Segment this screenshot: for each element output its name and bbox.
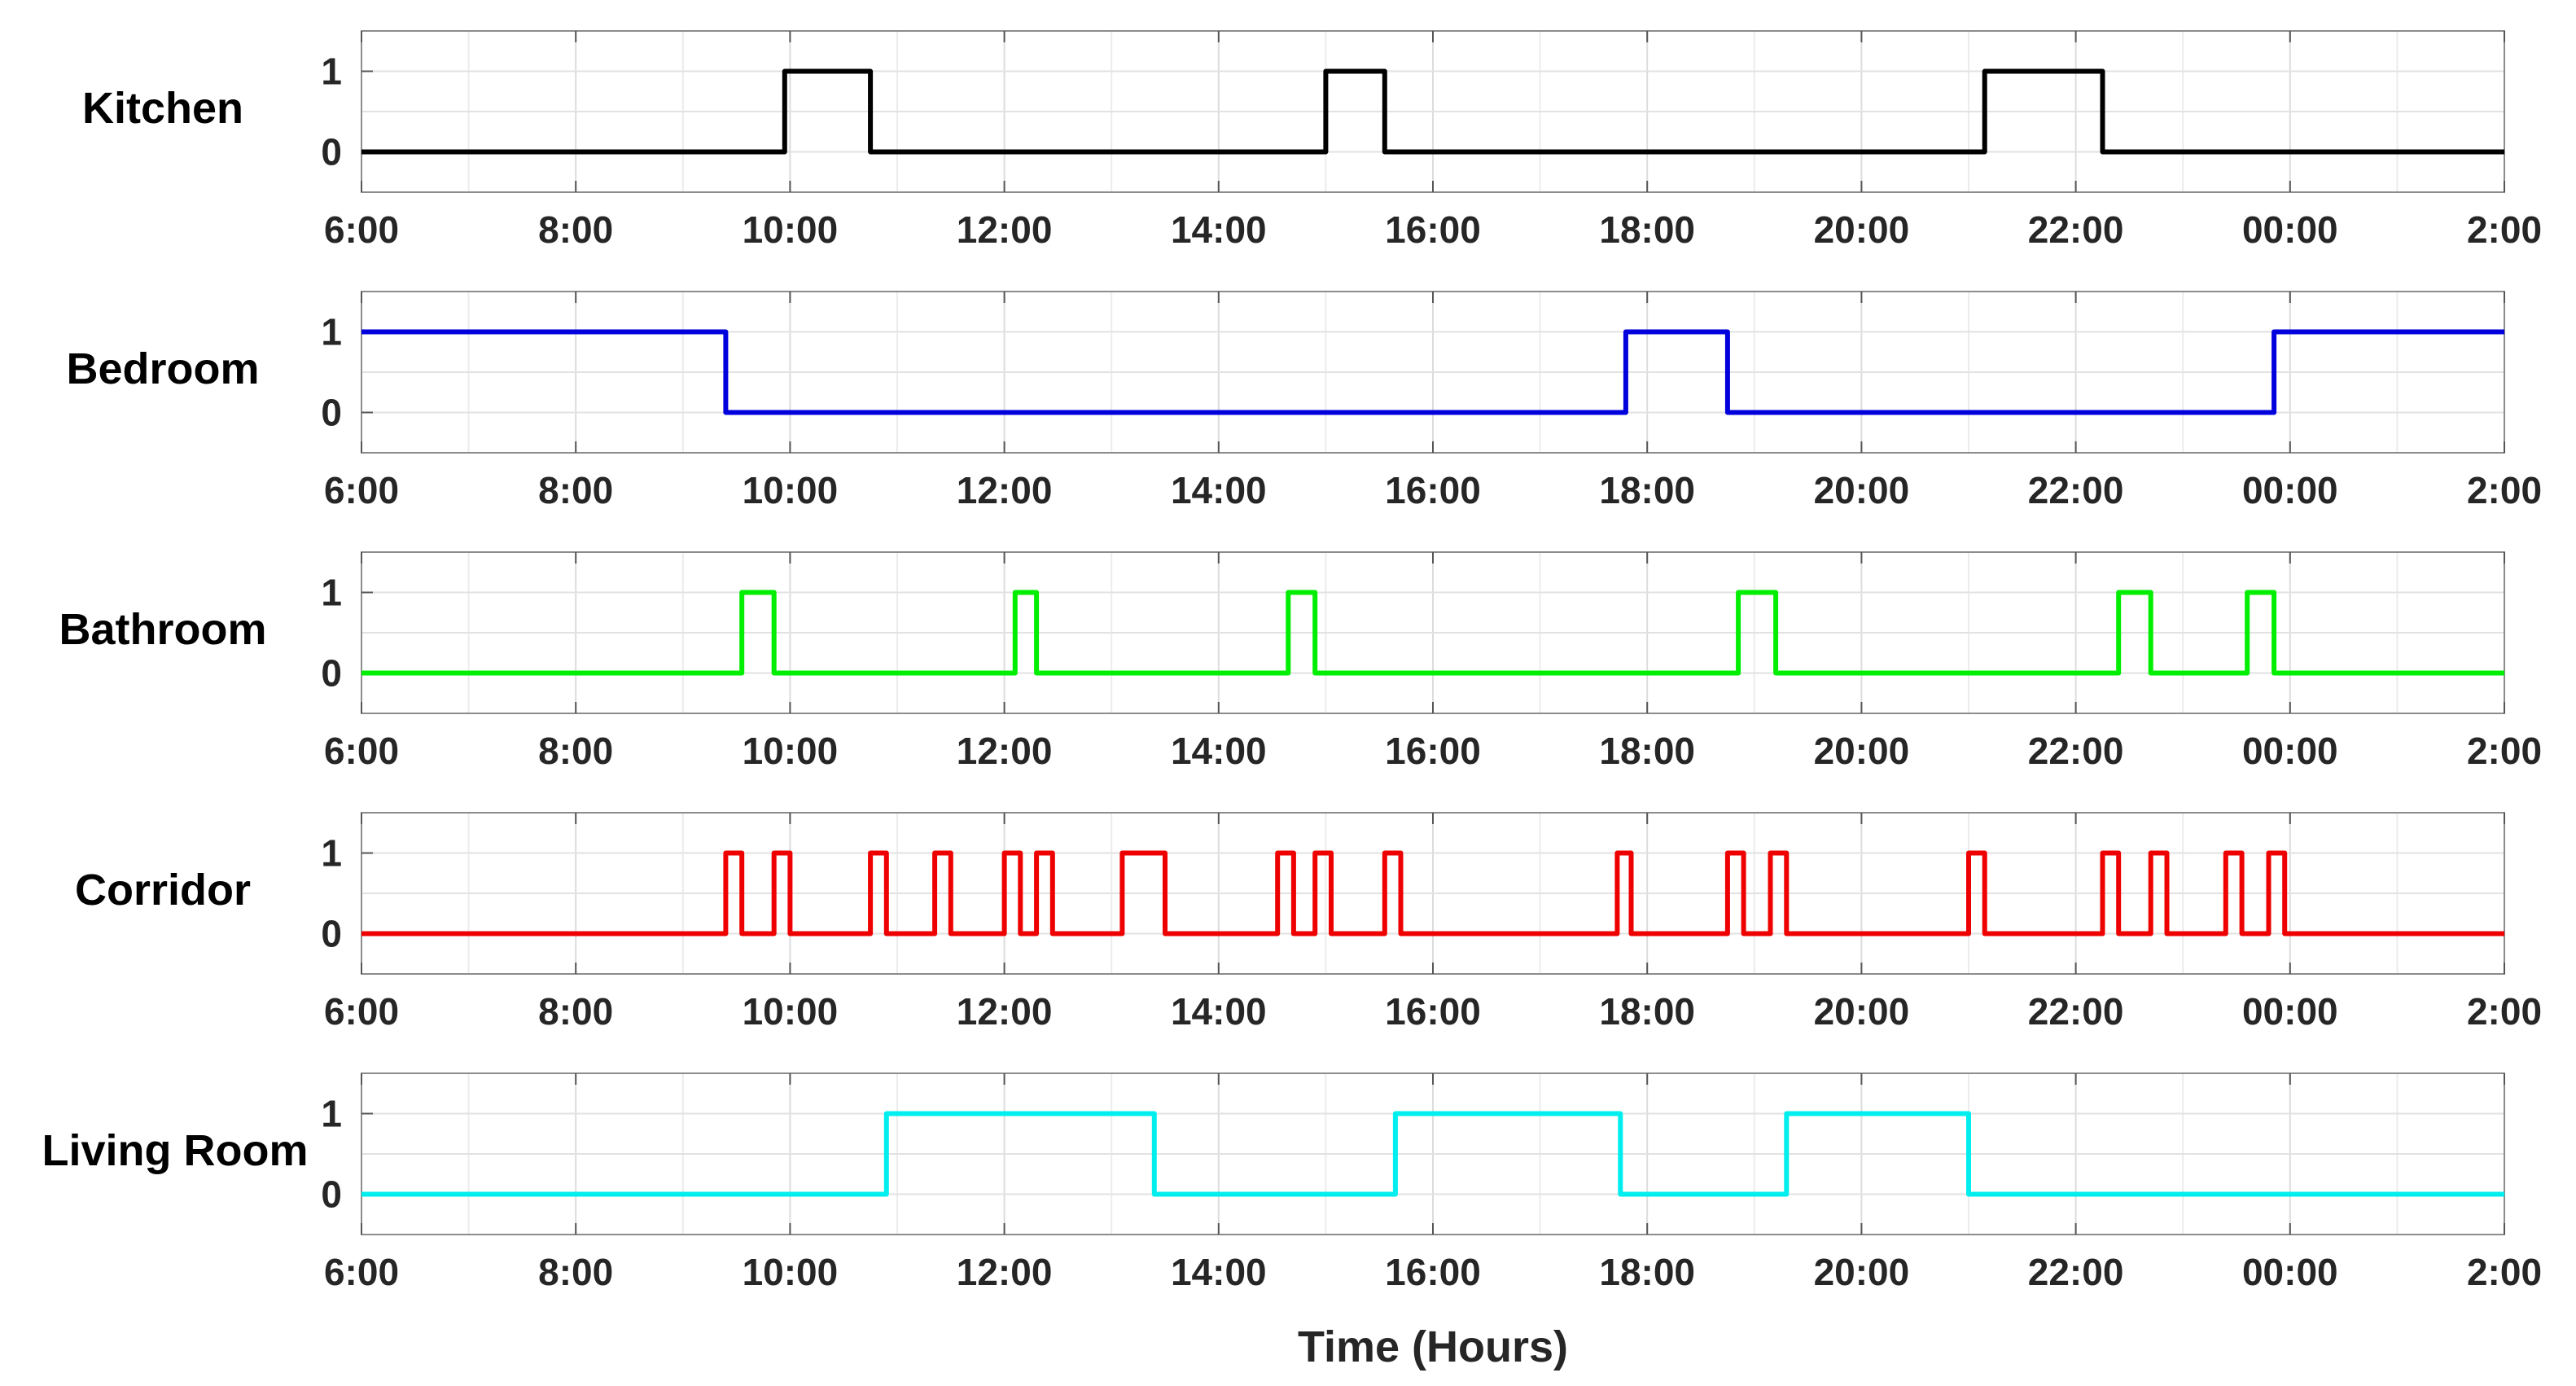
x-tick-label: 18:00 <box>1599 469 1695 511</box>
series-line-bathroom <box>361 590 2504 676</box>
x-tick-label: 18:00 <box>1599 990 1695 1033</box>
room-label-living-room: Living Room <box>42 1126 309 1175</box>
x-tick-label: 12:00 <box>957 469 1053 511</box>
x-tick-label: 14:00 <box>1171 208 1267 251</box>
y-tick-label: 0 <box>321 1173 342 1216</box>
y-tick-label: 0 <box>321 652 342 695</box>
x-tick-label: 6:00 <box>324 990 399 1033</box>
y-tick-label: 1 <box>321 50 342 93</box>
x-tick-label: 20:00 <box>1814 1251 1910 1293</box>
x-tick-label: 18:00 <box>1599 730 1695 772</box>
x-tick-label: 6:00 <box>324 469 399 511</box>
x-tick-label: 8:00 <box>538 730 613 772</box>
x-tick-label: 22:00 <box>2028 730 2124 772</box>
x-tick-label: 6:00 <box>324 730 399 772</box>
room-label-bedroom: Bedroom <box>66 344 259 393</box>
x-tick-label: 14:00 <box>1171 730 1267 772</box>
panel-kitchen: 6:00 8:00 10:00 12:00 14:00 16:00 18:00 20:00 22… <box>82 30 2542 251</box>
x-tick-label: 22:00 <box>2028 990 2124 1033</box>
series-line-kitchen <box>361 68 2504 155</box>
x-tick-label: 12:00 <box>957 208 1053 251</box>
x-tick-label: 12:00 <box>957 990 1053 1033</box>
x-tick-label: 10:00 <box>743 730 839 772</box>
room-label-bathroom: Bathroom <box>59 605 267 654</box>
x-tick-label: 16:00 <box>1385 1251 1481 1293</box>
x-tick-label: 2:00 <box>2467 208 2542 251</box>
x-tick-label: 2:00 <box>2467 1251 2542 1293</box>
x-tick-label: 16:00 <box>1385 469 1481 511</box>
y-tick-label: 1 <box>321 832 342 875</box>
series-line-bedroom <box>361 329 2504 415</box>
x-tick-label: 00:00 <box>2242 208 2338 251</box>
x-tick-label: 20:00 <box>1814 730 1910 772</box>
x-tick-label: 16:00 <box>1385 208 1481 251</box>
x-tick-label: 8:00 <box>538 990 613 1033</box>
x-tick-label: 14:00 <box>1171 1251 1267 1293</box>
y-tick-label: 1 <box>321 311 342 353</box>
x-tick-label: 16:00 <box>1385 730 1481 772</box>
x-axis-title: Time (Hours) <box>1298 1322 1568 1371</box>
y-tick-label: 0 <box>321 392 342 434</box>
y-tick-label: 0 <box>321 913 342 955</box>
x-tick-label: 10:00 <box>743 1251 839 1293</box>
x-tick-label: 6:00 <box>324 1251 399 1293</box>
x-tick-label: 00:00 <box>2242 469 2338 511</box>
x-tick-label: 10:00 <box>743 208 839 251</box>
x-tick-label: 22:00 <box>2028 1251 2124 1293</box>
x-tick-label: 16:00 <box>1385 990 1481 1033</box>
x-tick-label: 10:00 <box>743 469 839 511</box>
x-tick-label: 2:00 <box>2467 469 2542 511</box>
room-label-corridor: Corridor <box>75 866 251 914</box>
x-tick-label: 22:00 <box>2028 208 2124 251</box>
x-tick-label: 12:00 <box>957 1251 1053 1293</box>
x-tick-label: 12:00 <box>957 730 1053 772</box>
x-tick-label: 18:00 <box>1599 208 1695 251</box>
x-tick-label: 2:00 <box>2467 730 2542 772</box>
x-tick-label: 20:00 <box>1814 469 1910 511</box>
y-tick-label: 0 <box>321 131 342 173</box>
x-tick-label: 2:00 <box>2467 990 2542 1033</box>
x-tick-label: 6:00 <box>324 208 399 251</box>
series-line-living-room <box>361 1111 2504 1197</box>
x-tick-label: 22:00 <box>2028 469 2124 511</box>
x-tick-label: 8:00 <box>538 1251 613 1293</box>
panel-corridor: 6:00 8:00 10:00 12:00 14:00 16:00 18:00 20:00 22… <box>75 812 2542 1033</box>
x-tick-label: 00:00 <box>2242 730 2338 772</box>
room-label-kitchen: Kitchen <box>82 84 243 133</box>
y-tick-label: 1 <box>321 572 342 614</box>
x-tick-label: 00:00 <box>2242 1251 2338 1293</box>
x-tick-label: 8:00 <box>538 208 613 251</box>
x-tick-label: 14:00 <box>1171 469 1267 511</box>
panel-bathroom: 6:00 8:00 10:00 12:00 14:00 16:00 18:00 20:00 22… <box>59 551 2542 772</box>
x-tick-label: 00:00 <box>2242 990 2338 1033</box>
x-tick-label: 8:00 <box>538 469 613 511</box>
x-tick-label: 20:00 <box>1814 990 1910 1033</box>
panel-living-room: 6:00 8:00 10:00 12:00 14:00 16:00 18:00 20:00 22… <box>42 1072 2542 1293</box>
series-line-corridor <box>361 850 2504 936</box>
x-tick-label: 20:00 <box>1814 208 1910 251</box>
x-tick-label: 14:00 <box>1171 990 1267 1033</box>
y-tick-label: 1 <box>321 1093 342 1135</box>
x-tick-label: 10:00 <box>743 990 839 1033</box>
x-tick-label: 18:00 <box>1599 1251 1695 1293</box>
panel-bedroom: 6:00 8:00 10:00 12:00 14:00 16:00 18:00 20:00 22… <box>66 291 2542 511</box>
